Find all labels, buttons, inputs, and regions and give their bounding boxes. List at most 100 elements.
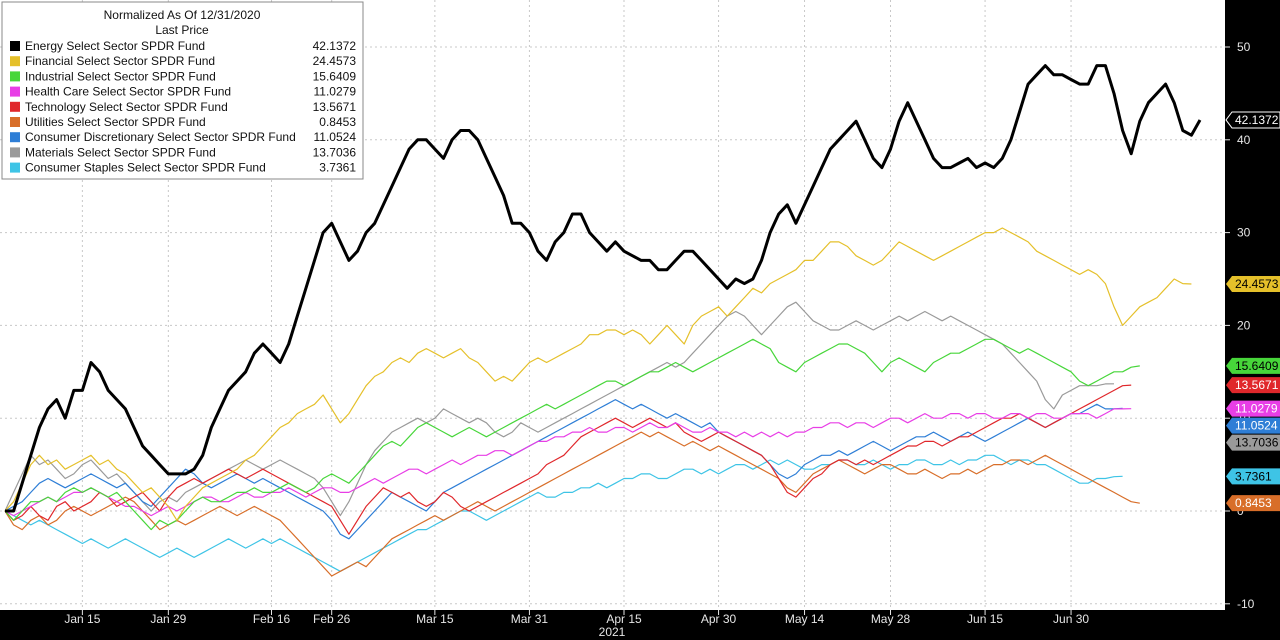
last-price-value: 24.4573: [1235, 277, 1279, 291]
series-line-financial-select-sector-spdr-fund: [4, 227, 1192, 521]
last-price-badge: [1226, 400, 1280, 417]
last-price-badge: [1226, 495, 1280, 512]
legend-last-price: 24.4573: [313, 54, 357, 68]
legend: Normalized As Of 12/31/2020 Last Price E…: [1, 1, 364, 180]
legend-entry: Energy Select Sector SPDR Fund 42.1372: [10, 39, 356, 53]
legend-series-name: Utilities Select Sector SPDR Fund: [25, 115, 206, 129]
x-tick-label: Apr 15: [606, 612, 642, 626]
last-price-label: 15.6409: [1226, 357, 1280, 374]
legend-box: [1, 1, 364, 180]
x-tick-label: Apr 30: [701, 612, 737, 626]
x-tick-label: Mar 31: [511, 612, 549, 626]
x-tick-label: May 28: [871, 612, 911, 626]
last-price-label: 13.5671: [1226, 377, 1280, 394]
legend-last-price: 42.1372: [313, 39, 357, 53]
last-price-badge: [1226, 357, 1280, 374]
legend-entry: Health Care Select Sector SPDR Fund 11.02…: [10, 85, 356, 99]
last-price-label: 13.7036: [1226, 434, 1280, 451]
last-price-value: 42.1372: [1235, 113, 1279, 127]
legend-header: Last Price: [155, 23, 209, 37]
legend-swatch: [10, 71, 20, 82]
y-tick-label: -10: [1237, 597, 1255, 611]
legend-swatch: [10, 56, 20, 67]
last-price-badge: [1226, 417, 1280, 434]
legend-last-price: 3.7361: [319, 161, 356, 175]
legend-last-price: 11.0524: [314, 130, 357, 144]
x-tick-label: Jan 15: [64, 612, 100, 626]
legend-series-name: Materials Select Sector SPDR Fund: [25, 145, 216, 159]
last-price-value: 11.0524: [1235, 419, 1278, 433]
legend-last-price: 0.8453: [319, 115, 356, 129]
last-price-value: 13.7036: [1235, 436, 1279, 450]
series-line-materials-select-sector-spdr-fund: [4, 301, 1115, 517]
legend-series-name: Technology Select Sector SPDR Fund: [25, 100, 228, 114]
legend-entry: Utilities Select Sector SPDR Fund 0.8453: [10, 115, 356, 129]
x-tick-label: Mar 15: [416, 612, 454, 626]
y-axis-panel: [1225, 0, 1280, 640]
series-line-technology-select-sector-spdr-fund: [4, 384, 1132, 535]
legend-series-name: Health Care Select Sector SPDR Fund: [25, 85, 231, 99]
legend-swatch: [10, 117, 20, 127]
last-price-badge: [1226, 468, 1280, 485]
x-tick-label: Feb 26: [313, 612, 351, 626]
series-line-utilities-select-sector-spdr-fund: [4, 431, 1140, 577]
legend-entry: Consumer Discretionary Select Sector SPD…: [10, 130, 356, 144]
x-tick-label: Jun 15: [967, 612, 1003, 626]
last-price-label: 0.8453: [1226, 495, 1280, 512]
x-tick-label: May 14: [785, 612, 825, 626]
legend-swatch: [10, 101, 20, 112]
x-axis-year-label: 2021: [599, 625, 626, 639]
last-price-badge: [1225, 111, 1280, 129]
legend-entry: Technology Select Sector SPDR Fund 13.567…: [10, 100, 356, 114]
legend-title: Normalized As Of 12/31/2020: [104, 8, 261, 22]
legend-last-price: 13.7036: [313, 145, 357, 159]
legend-swatch: [10, 132, 20, 143]
legend-swatch: [10, 41, 20, 51]
y-tick-label: 30: [1237, 226, 1251, 240]
last-price-label: 24.4573: [1226, 276, 1280, 293]
legend-series-name: Industrial Select Sector SPDR Fund: [25, 69, 216, 83]
last-price-value: 13.5671: [1235, 378, 1279, 392]
legend-last-price: 11.0279: [314, 85, 357, 99]
y-tick-label: 40: [1237, 133, 1251, 147]
legend-entry: Consumer Staples Select Sector SPDR Fund…: [10, 161, 356, 175]
last-price-value: 3.7361: [1235, 469, 1272, 483]
x-tick-label: Jan 29: [150, 612, 186, 626]
last-price-value: 11.0279: [1235, 402, 1278, 416]
legend-series-name: Financial Select Sector SPDR Fund: [25, 54, 215, 68]
legend-last-price: 15.6409: [313, 69, 357, 83]
legend-entry: Materials Select Sector SPDR Fund 13.7036: [10, 145, 356, 159]
last-price-value: 0.8453: [1235, 496, 1272, 510]
x-tick-label: Jun 30: [1053, 612, 1089, 626]
y-tick-label: 20: [1237, 318, 1251, 332]
last-price-label: 11.0279: [1226, 400, 1280, 417]
last-price-label: 3.7361: [1226, 468, 1280, 485]
legend-entry: Financial Select Sector SPDR Fund 24.4573: [10, 54, 356, 68]
series-lines: [4, 64, 1202, 577]
legend-last-price: 13.5671: [313, 100, 357, 114]
legend-swatch: [10, 86, 20, 97]
last-price-badge: [1226, 377, 1280, 394]
series-line-energy-select-sector-spdr-fund: [5, 64, 1202, 513]
last-price-value: 15.6409: [1235, 359, 1279, 373]
series-line-consumer-staples-select-sector-spdr-fund: [4, 454, 1123, 572]
last-price-labels: 42.1372 24.4573 15.6409 11.0279 13.5671 0.845…: [1225, 111, 1280, 512]
last-price-badge: [1226, 276, 1280, 293]
legend-series-name: Consumer Staples Select Sector SPDR Fund: [25, 161, 266, 175]
legend-series-name: Energy Select Sector SPDR Fund: [25, 39, 205, 53]
y-tick-label: 50: [1237, 40, 1251, 54]
series-line-industrial-select-sector-spdr-fund: [4, 338, 1140, 531]
legend-entries: Energy Select Sector SPDR Fund 42.1372Fin…: [10, 39, 356, 175]
last-price-label: 11.0524: [1226, 417, 1280, 434]
x-axis-panel: [0, 610, 1280, 640]
x-tick-label: Feb 16: [253, 612, 291, 626]
last-price-label: 42.1372: [1225, 111, 1280, 129]
legend-entry: Industrial Select Sector SPDR Fund 15.640…: [10, 69, 356, 83]
legend-series-name: Consumer Discretionary Select Sector SPD…: [25, 130, 296, 144]
legend-swatch: [10, 162, 20, 173]
last-price-badge: [1226, 434, 1280, 451]
legend-swatch: [10, 147, 20, 158]
